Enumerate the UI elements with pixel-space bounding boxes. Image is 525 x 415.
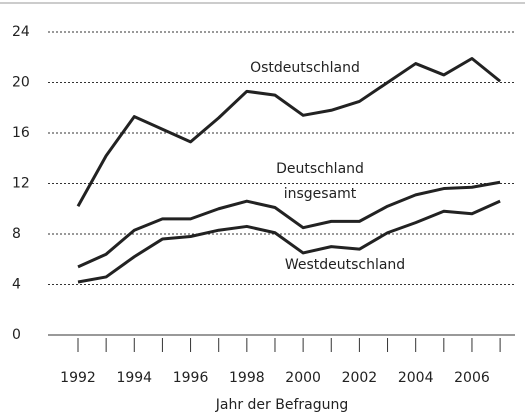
annotation: Ostdeutschland: [250, 60, 360, 76]
x-tick-label: 1998: [229, 370, 265, 386]
x-tick-label: 2002: [342, 370, 378, 386]
x-tick-label: 1996: [173, 370, 209, 386]
annotation: Deutschland insgesamt: [276, 161, 364, 202]
y-tick-label: 20: [12, 75, 30, 91]
line: [76, 57, 502, 207]
x-tick-label: 1992: [60, 370, 96, 386]
line: [77, 199, 501, 284]
x-tick-label: 1994: [116, 370, 152, 386]
y-tick-label: 0: [12, 327, 21, 343]
y-tick-label: 8: [12, 226, 21, 242]
line: [77, 180, 501, 269]
y-tick-label: 16: [12, 125, 30, 141]
x-axis-title: Jahr der Befragung: [215, 397, 349, 413]
y-tick-label: 4: [12, 277, 21, 293]
annotation: Westdeutschland: [284, 257, 406, 273]
x-tick-label: 2000: [285, 370, 321, 386]
x-tick-label: 2004: [398, 370, 434, 386]
y-tick-label: 12: [12, 176, 30, 192]
x-tick-label: 2006: [454, 370, 490, 386]
y-tick-label: 24: [12, 24, 30, 40]
